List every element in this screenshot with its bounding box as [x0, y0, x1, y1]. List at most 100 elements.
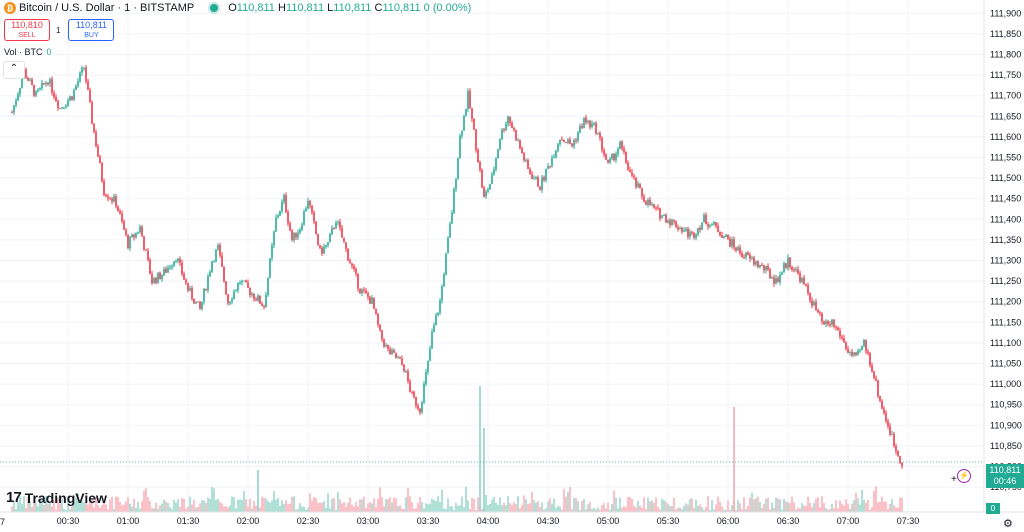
candle-body: [851, 351, 853, 356]
candle-body: [477, 149, 479, 163]
price-tick-label: 111,500: [990, 173, 1021, 183]
volume-bar: [807, 496, 809, 512]
volume-bar: [603, 503, 605, 512]
candle-body: [615, 153, 617, 161]
lightning-icon[interactable]: ⚡: [957, 469, 971, 483]
candle-body: [341, 228, 343, 238]
candle-body: [117, 206, 119, 212]
volume-bar: [263, 497, 265, 512]
volume-bar: [419, 496, 421, 512]
candle-body: [805, 284, 807, 286]
volume-bar: [671, 506, 673, 512]
candle-body: [225, 281, 227, 295]
volume-spike-bar: [479, 386, 481, 512]
candle-body: [803, 277, 805, 285]
volume-bar: [93, 507, 95, 512]
volume-bar: [31, 506, 33, 512]
symbol-title[interactable]: Bitcoin / U.S. Dollar · 1 · BITSTAMP: [19, 2, 195, 14]
volume-bar: [789, 502, 791, 512]
candle-body: [671, 219, 673, 225]
volume-legend[interactable]: Vol · BTC 0: [4, 47, 52, 57]
candle-body: [413, 392, 415, 397]
candle-body: [439, 300, 441, 313]
volume-bar: [357, 506, 359, 512]
candle-body: [367, 293, 369, 298]
volume-bar: [409, 496, 411, 512]
candle-body: [77, 81, 79, 86]
volume-bar: [901, 497, 903, 512]
candle-body: [127, 234, 129, 249]
volume-bar: [529, 503, 531, 512]
volume-bar: [743, 497, 745, 512]
time-tick-label: 03:30: [417, 516, 440, 526]
volume-bar: [145, 488, 147, 512]
volume-bar: [179, 506, 181, 512]
volume-bar: [643, 497, 645, 512]
candle-body: [597, 133, 599, 135]
collapse-legend-button[interactable]: ⌃: [3, 61, 25, 79]
volume-bar: [581, 500, 583, 512]
volume-bar: [203, 500, 205, 512]
volume-bar: [723, 509, 725, 512]
volume-bar: [243, 491, 245, 512]
candle-body: [783, 263, 785, 273]
volume-bar: [233, 497, 235, 512]
volume-bar: [445, 509, 447, 512]
volume-bar: [657, 507, 659, 512]
volume-bar: [739, 503, 741, 512]
price-tick-label: 111,800: [990, 50, 1021, 60]
volume-bar: [801, 502, 803, 512]
candle-body: [859, 350, 861, 352]
volume-bar: [887, 509, 889, 512]
candle-body: [107, 196, 109, 199]
time-tick-label: 06:30: [777, 516, 800, 526]
volume-bar: [553, 498, 555, 512]
volume-bar: [589, 502, 591, 512]
candle-body: [265, 294, 267, 308]
candle-body: [811, 300, 813, 306]
market-open-icon: [210, 4, 219, 12]
candle-body: [649, 199, 651, 206]
volume-bar: [633, 505, 635, 512]
candle-body: [877, 380, 879, 397]
volume-bar: [601, 505, 603, 512]
candle-body: [103, 181, 105, 195]
volume-bar: [87, 504, 89, 512]
candle-body: [445, 253, 447, 275]
candle-body: [843, 338, 845, 343]
volume-bar: [615, 497, 617, 512]
price-tick-label: 111,850: [990, 29, 1021, 39]
volume-bar: [685, 503, 687, 512]
volume-bar: [123, 504, 125, 512]
sell-button[interactable]: 110,810 SELL: [4, 19, 50, 41]
volume-bar: [373, 498, 375, 512]
volume-bar: [897, 507, 899, 512]
add-alert-plus-icon[interactable]: +: [951, 474, 957, 485]
candle-body: [279, 211, 281, 216]
candle-body: [503, 129, 505, 131]
candle-body: [259, 295, 261, 304]
volume-bar: [79, 500, 81, 512]
candle-body: [669, 220, 671, 225]
candle-body: [891, 434, 893, 436]
candle-body: [523, 153, 525, 161]
candle-body: [539, 186, 541, 190]
candle-body: [287, 212, 289, 224]
price-tick-label: 110,900: [990, 420, 1022, 430]
candle-body: [505, 123, 507, 131]
candle-body: [489, 183, 491, 190]
buy-button[interactable]: 110,811 BUY: [68, 19, 115, 41]
candle-body: [567, 139, 569, 143]
candle-body: [205, 289, 207, 291]
volume-bar: [667, 503, 669, 512]
candle-body: [595, 122, 597, 134]
price-tick-label: 111,650: [990, 111, 1021, 121]
settings-gear-icon[interactable]: ⚙: [1003, 518, 1013, 530]
tradingview-logo[interactable]: 17 TradingView: [6, 489, 107, 506]
candle-body: [131, 234, 133, 238]
volume-bar: [125, 501, 127, 512]
volume-bar: [719, 501, 721, 512]
volume-bar: [585, 509, 587, 512]
candle-body: [609, 158, 611, 163]
